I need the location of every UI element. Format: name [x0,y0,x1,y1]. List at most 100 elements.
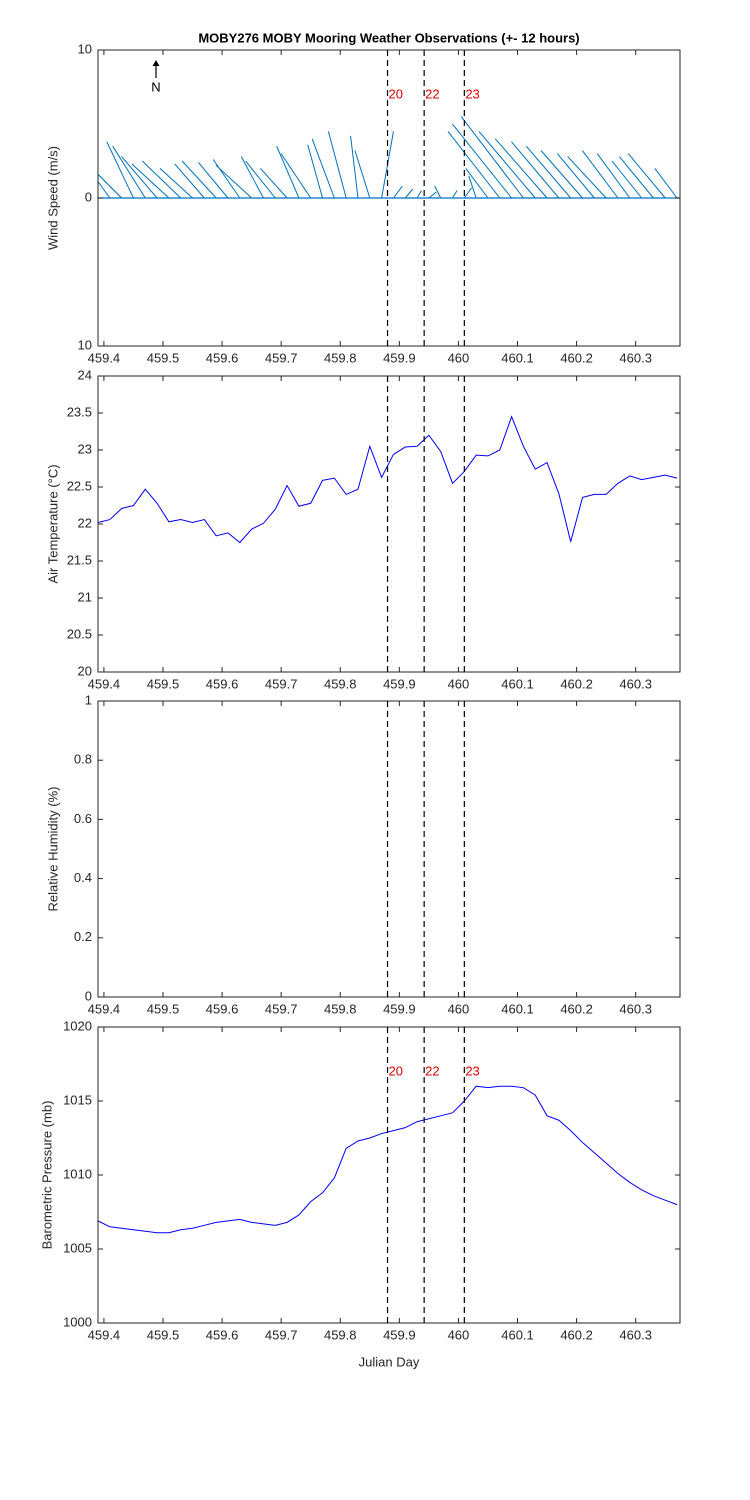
wind-stick [240,156,264,199]
axes-frame [97,700,681,998]
wind-stick [131,163,170,199]
x-tick-label: 459.7 [265,350,298,365]
event-label: 23 [465,86,479,101]
y-tick-label: 1010 [63,1166,92,1181]
wind-stick [260,168,288,199]
y-tick-label: 23.5 [67,404,92,419]
wind-stick [174,163,205,199]
x-tick-label: 459.5 [147,350,180,365]
x-tick-label: 459.4 [88,350,121,365]
wind-stick [511,141,560,199]
wind-stick [106,141,134,199]
x-tick-label: 460 [448,676,470,691]
wind-stick [215,165,252,199]
x-tick-label: 459.7 [265,1327,298,1342]
wind-stick [245,160,276,199]
y-tick-label: 0.2 [74,929,92,944]
wind-stick [582,150,619,199]
y-tick-label: 0.8 [74,752,92,767]
x-tick-label: 459.8 [324,676,357,691]
wind-stick [434,185,442,199]
wind-stick [460,116,524,199]
wind-stick [393,185,403,199]
wind-stick [525,145,572,199]
x-tick-label: 460.3 [619,676,652,691]
x-tick-label: 459.7 [265,1001,298,1016]
y-tick-label: 21.5 [67,552,92,567]
wind-stick [112,145,146,199]
x-tick-label: 459.9 [383,676,416,691]
wind-stick [181,160,217,199]
wind-stick [354,150,371,199]
x-tick-label: 459.8 [324,350,357,365]
x-tick-label: 459.8 [324,1327,357,1342]
y-tick-label: 20.5 [67,626,92,641]
y-tick-label: 0 [85,189,92,204]
wind-stick [611,160,642,199]
x-tick-label: 460 [448,1327,470,1342]
x-tick-label: 460 [448,1001,470,1016]
y-tick-label: 22.5 [67,478,92,493]
wind-stick [596,153,631,199]
wind-stick [327,131,347,199]
wind-stick [350,135,359,199]
x-tick-label: 460.2 [560,676,593,691]
x-tick-label: 460 [448,350,470,365]
event-label: 23 [465,1063,479,1078]
data-line [98,415,678,544]
y-tick-label: 0.6 [74,811,92,826]
event-label: 22 [425,1063,439,1078]
wind-stick [463,187,473,199]
x-tick-label: 459.5 [147,1001,180,1016]
wind-stick [556,153,595,199]
y-tick-label: 20 [78,663,92,678]
wind-stick [478,131,536,199]
x-tick-label: 459.4 [88,1327,121,1342]
x-tick-label: 460.3 [619,350,652,365]
x-tick-label: 459.9 [383,350,416,365]
wind-stick [307,144,324,199]
x-tick-label: 460.3 [619,1001,652,1016]
y-tick-label: 1020 [63,1018,92,1033]
plot-area [98,116,680,199]
wind-stick [416,190,422,199]
wind-stick [212,159,241,199]
y-tick-label: 23 [78,441,92,456]
y-tick-label: 10 [78,337,92,352]
x-tick-label: 459.5 [147,676,180,691]
x-tick-label: 460.2 [560,1001,593,1016]
x-tick-label: 459.4 [88,676,121,691]
y-axis-label: Air Temperature (°C) [45,464,60,583]
x-tick-label: 460.3 [619,1327,652,1342]
wind-stick [452,123,512,199]
wind-stick [311,138,335,199]
event-label: 20 [389,1063,403,1078]
wind-stick [280,153,312,199]
y-tick-label: 0.4 [74,870,92,885]
x-tick-label: 460.2 [560,1327,593,1342]
x-tick-label: 459.6 [206,350,239,365]
y-tick-label: 10 [78,41,92,56]
x-tick-label: 460.1 [501,676,534,691]
x-tick-label: 459.6 [206,676,239,691]
y-tick-label: 22 [78,515,92,530]
wind-stick [98,180,111,199]
wind-stick [404,188,414,199]
y-tick-label: 1005 [63,1240,92,1255]
y-axis-label: Relative Humidity (%) [45,787,60,912]
wind-stick [452,190,458,199]
wind-stick [198,162,229,199]
x-tick-label: 459.4 [88,1001,121,1016]
wind-stick [494,138,548,199]
wind-stick [627,153,666,199]
plot-area [98,415,678,544]
x-tick-label: 460.2 [560,350,593,365]
x-tick-label: 459.9 [383,1001,416,1016]
chart-title: MOBY276 MOBY Mooring Weather Observation… [198,30,579,45]
x-tick-label: 460.1 [501,1001,534,1016]
y-axis-label: Barometric Pressure (mb) [39,1101,54,1250]
wind-stick [428,191,437,199]
wind-stick [159,168,193,199]
